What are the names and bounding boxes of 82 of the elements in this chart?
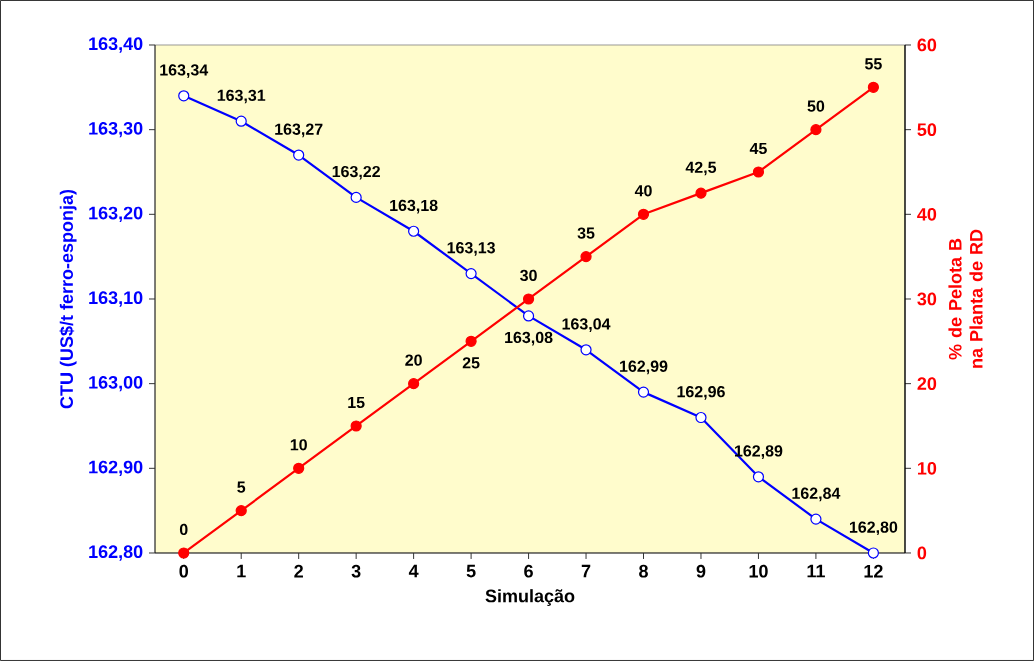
y2-tick-label: 30 (917, 292, 937, 306)
y-tick-label: 163,20 (89, 206, 143, 223)
y2-tick-label: 10 (917, 461, 937, 475)
data-label: 162,89 (734, 445, 783, 459)
data-label: 163,31 (217, 89, 266, 104)
point (867, 547, 879, 559)
y2-tick-label: 20 (917, 377, 937, 391)
y2-axis-title: % de Pelota B na Planta de RD (948, 229, 983, 368)
data-label: 163,13 (447, 242, 495, 256)
point (293, 149, 305, 161)
data-label: 20 (405, 354, 422, 366)
data-label: 163,18 (390, 199, 438, 214)
x-tick-label: 11 (807, 564, 825, 578)
y-tick-label: 163,10 (89, 291, 143, 307)
point (695, 411, 707, 424)
data-label: 163,27 (275, 123, 323, 138)
point (867, 81, 879, 93)
point (637, 208, 650, 220)
point (350, 420, 362, 432)
x-tick-label: 1 (237, 564, 246, 578)
data-label: 162,84 (792, 487, 841, 502)
data-label: 163,04 (562, 318, 611, 332)
point (465, 267, 477, 280)
point (637, 386, 650, 398)
x-tick-label: 12 (864, 564, 883, 578)
data-label: 15 (348, 396, 365, 409)
x-tick-label: 10 (749, 564, 768, 578)
data-label: 163,22 (332, 165, 380, 180)
y-tick-label: 163,30 (89, 121, 143, 138)
data-label: 42,5 (685, 161, 717, 176)
point (580, 344, 592, 356)
data-label: 45 (749, 142, 767, 155)
point (235, 505, 247, 517)
point (810, 513, 822, 525)
x-tick-label: 9 (696, 564, 706, 578)
y2-tick-label: 60 (917, 38, 937, 52)
point (350, 191, 362, 203)
point (752, 471, 765, 483)
data-label: 25 (462, 357, 480, 369)
data-label: 55 (864, 58, 882, 70)
y-tick-label: 162,80 (89, 545, 143, 561)
data-label: 162,80 (849, 521, 898, 536)
point (178, 547, 190, 559)
point (178, 90, 190, 102)
x-tick-label: 7 (581, 564, 591, 578)
data-label: 40 (634, 185, 652, 197)
y2-tick-label: 0 (917, 546, 927, 560)
y-axis-title: CTU (US$/t ferro-esponja) (59, 189, 77, 409)
x-tick-label: 6 (524, 564, 533, 578)
x-tick-label: 0 (179, 564, 189, 578)
point (752, 166, 765, 178)
y-tick-label: 162,90 (89, 460, 143, 476)
x-axis-title: Simulação (485, 589, 575, 606)
x-tick-label: 8 (639, 564, 648, 578)
point (522, 310, 535, 322)
point (408, 225, 420, 237)
point (408, 378, 420, 390)
y-tick-label: 163,00 (89, 375, 143, 392)
data-label: 10 (290, 439, 307, 451)
data-label: 163,34 (160, 64, 209, 78)
point (522, 293, 535, 305)
x-tick-label: 4 (408, 564, 419, 578)
x-tick-label: 3 (351, 564, 361, 578)
point (695, 187, 707, 199)
y-tick-label: 163,40 (89, 37, 143, 53)
data-label: 0 (179, 523, 188, 536)
data-label: 35 (577, 227, 595, 239)
data-label: 162,99 (620, 360, 668, 375)
data-label: 163,08 (505, 331, 553, 346)
data-label: 30 (520, 269, 537, 282)
point (235, 115, 247, 127)
y2-tick-label: 40 (917, 207, 937, 221)
data-label: 162,96 (677, 386, 725, 400)
point (465, 335, 477, 347)
x-tick-label: 5 (466, 564, 476, 578)
point (810, 124, 822, 136)
data-label: 5 (237, 481, 246, 493)
x-tick-label: 2 (294, 564, 303, 578)
point (580, 251, 592, 263)
y2-tick-label: 50 (917, 123, 937, 137)
data-label: 50 (807, 100, 825, 112)
point (293, 462, 305, 474)
